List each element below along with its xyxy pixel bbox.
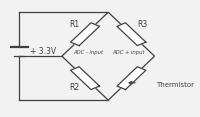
Text: R1: R1 bbox=[69, 20, 79, 29]
Polygon shape bbox=[71, 23, 100, 46]
Text: ADC - input: ADC - input bbox=[73, 50, 103, 55]
Polygon shape bbox=[117, 67, 146, 90]
Polygon shape bbox=[71, 67, 100, 90]
Text: ADC + input: ADC + input bbox=[112, 50, 144, 55]
Text: R3: R3 bbox=[137, 20, 148, 29]
Text: Thermistor: Thermistor bbox=[156, 82, 194, 88]
Polygon shape bbox=[117, 23, 146, 46]
Text: R2: R2 bbox=[69, 83, 79, 92]
Text: + 3.3V: + 3.3V bbox=[30, 47, 56, 56]
